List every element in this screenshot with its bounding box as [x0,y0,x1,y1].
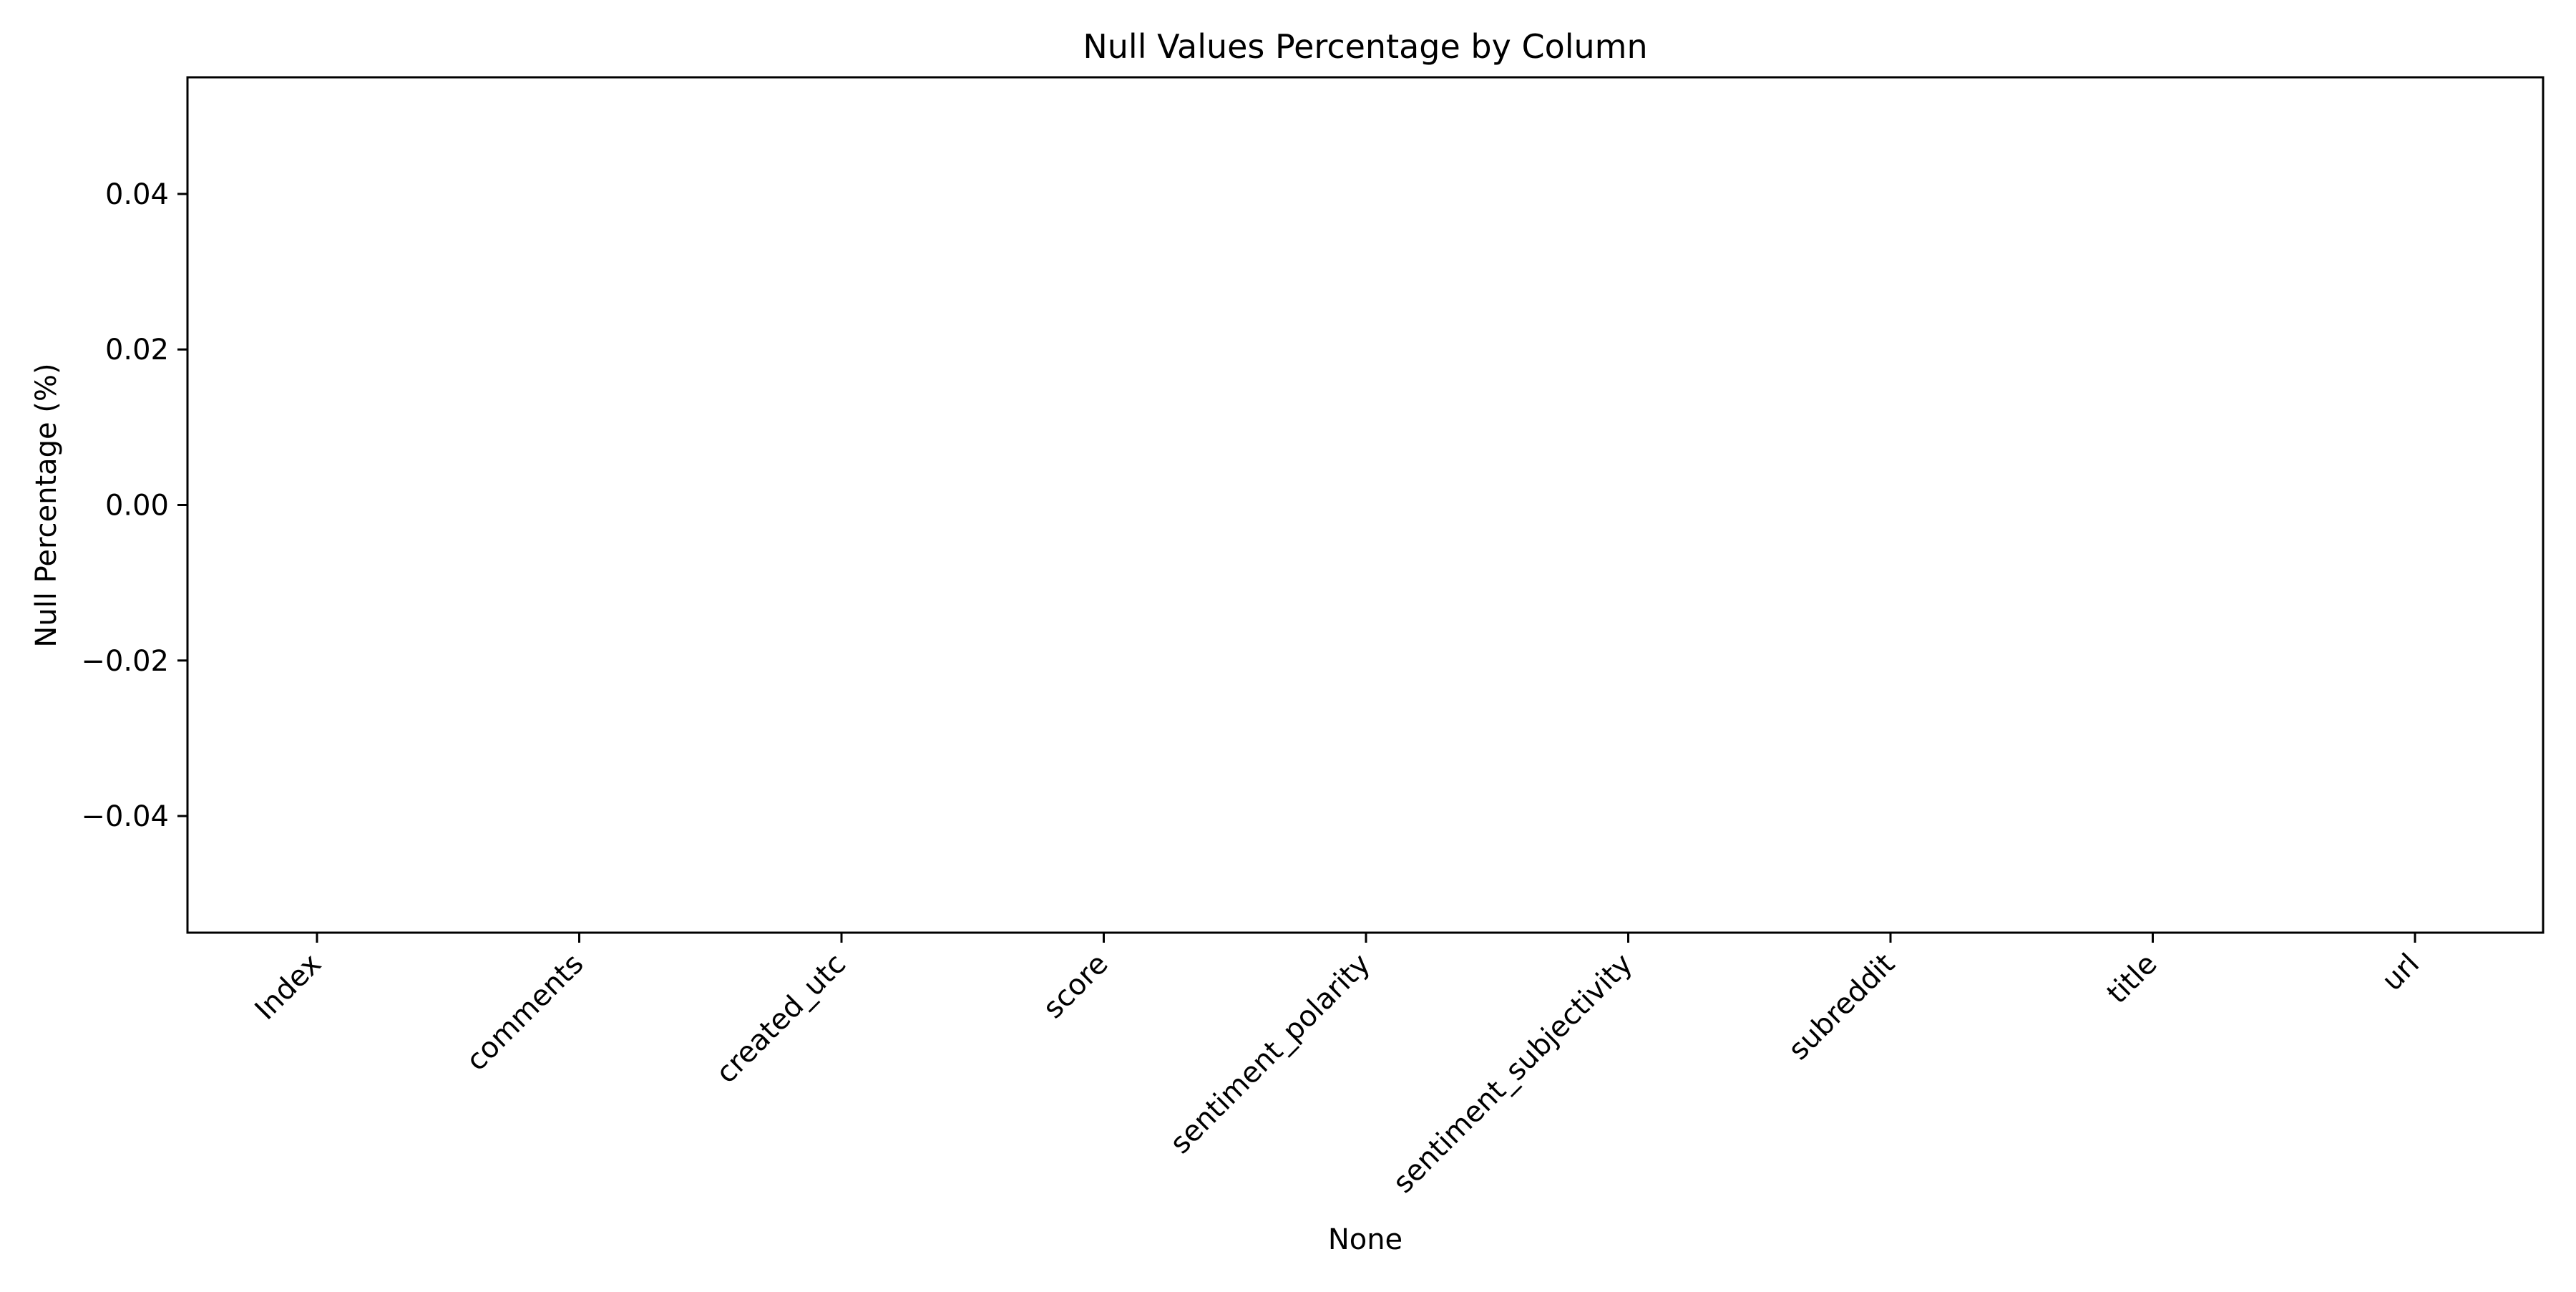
plot-frame [186,76,2545,934]
x-axis-label: None [1328,1223,1402,1256]
y-tick-label: −0.02 [81,645,169,678]
chart-title: Null Values Percentage by Column [1083,27,1647,66]
y-tick-label: 0.04 [105,178,169,211]
y-tick-label: 0.00 [105,490,169,523]
y-tick-label: 0.02 [105,334,169,366]
y-axis-label: Null Percentage (%) [30,363,63,647]
y-tick-label: −0.04 [81,800,169,833]
